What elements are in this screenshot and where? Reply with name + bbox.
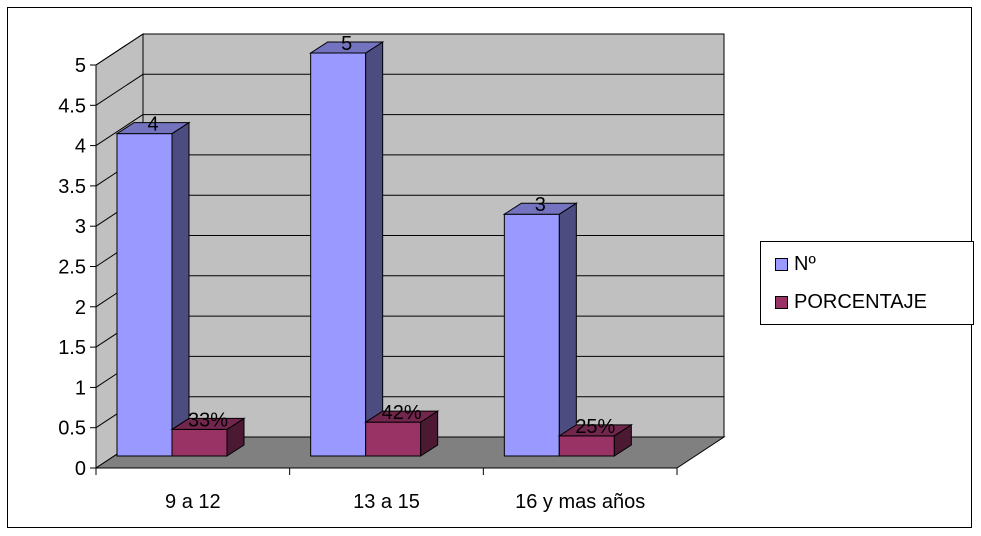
y-tick-label: 1.5 [58,337,86,359]
gridline-side [95,33,144,66]
bar-top [363,410,440,423]
bar [557,423,634,457]
bar [308,41,385,457]
data-label: 42% [382,402,422,424]
x-tick-label: 9 a 12 [165,491,221,513]
y-tick-label: 0 [75,458,86,480]
bar-top [502,202,579,215]
bar-chart: 0 0.5 1 1.5 2 2.5 3 3.5 4 4.5 5 9 a 12 13 a 15 16 y m… [58,33,726,513]
data-label: 25% [575,416,615,438]
legend: Nº PORCENTAJE [760,241,974,325]
data-labels: 4 33% 5 42% 3 25% [147,33,615,438]
bar-front [116,133,173,457]
gridline-side [95,114,144,147]
bar [502,202,579,457]
y-tick-label: 5 [75,55,86,77]
bar [170,417,246,457]
legend-entry-n: Nº [775,252,816,276]
y-tick-label: 3.5 [58,176,86,198]
bar [115,121,191,457]
y-tick-label: 2 [75,297,86,319]
bar-side [365,41,384,457]
data-label: 3 [535,194,546,216]
bar-front [365,421,422,457]
bar-top [170,417,246,430]
bar-front [310,52,367,457]
y-tick-label: 4 [75,136,86,158]
x-tick-label: 13 a 15 [353,491,420,513]
bar-top [557,424,634,437]
bar-side [558,202,577,457]
y-tick-label: 4.5 [58,95,86,117]
bar-front [171,428,228,457]
bar [363,410,440,457]
legend-swatch-n [775,257,788,271]
bar-front [558,435,615,457]
bar-top [308,41,385,54]
chart-frame: 0 0.5 1 1.5 2 2.5 3 3.5 4 4.5 5 9 a 12 13 a 15 16 y m… [7,7,974,528]
y-tick-label: 3 [75,216,86,238]
y-tick-label: 2.5 [58,257,86,279]
axes: 0 0.5 1 1.5 2 2.5 3 3.5 4 4.5 5 9 a 12 13 a 15 16 y m… [58,55,678,513]
gridline-side [95,73,144,106]
bar-top [115,122,191,135]
bars [115,41,634,457]
data-label: 33% [188,409,228,431]
x-tick-label: 16 y mas años [515,491,645,513]
y-tick-label: 1 [75,377,86,399]
bar-side [171,121,190,457]
y-tick-label: 0.5 [58,418,86,440]
legend-entry-porcentaje: PORCENTAJE [775,290,927,314]
data-label: 4 [147,114,158,136]
legend-label-n: Nº [794,252,816,275]
data-label: 5 [341,33,352,55]
bar-front [503,213,560,457]
legend-label-porcentaje: PORCENTAJE [794,290,927,313]
legend-swatch-porcentaje [775,295,788,309]
